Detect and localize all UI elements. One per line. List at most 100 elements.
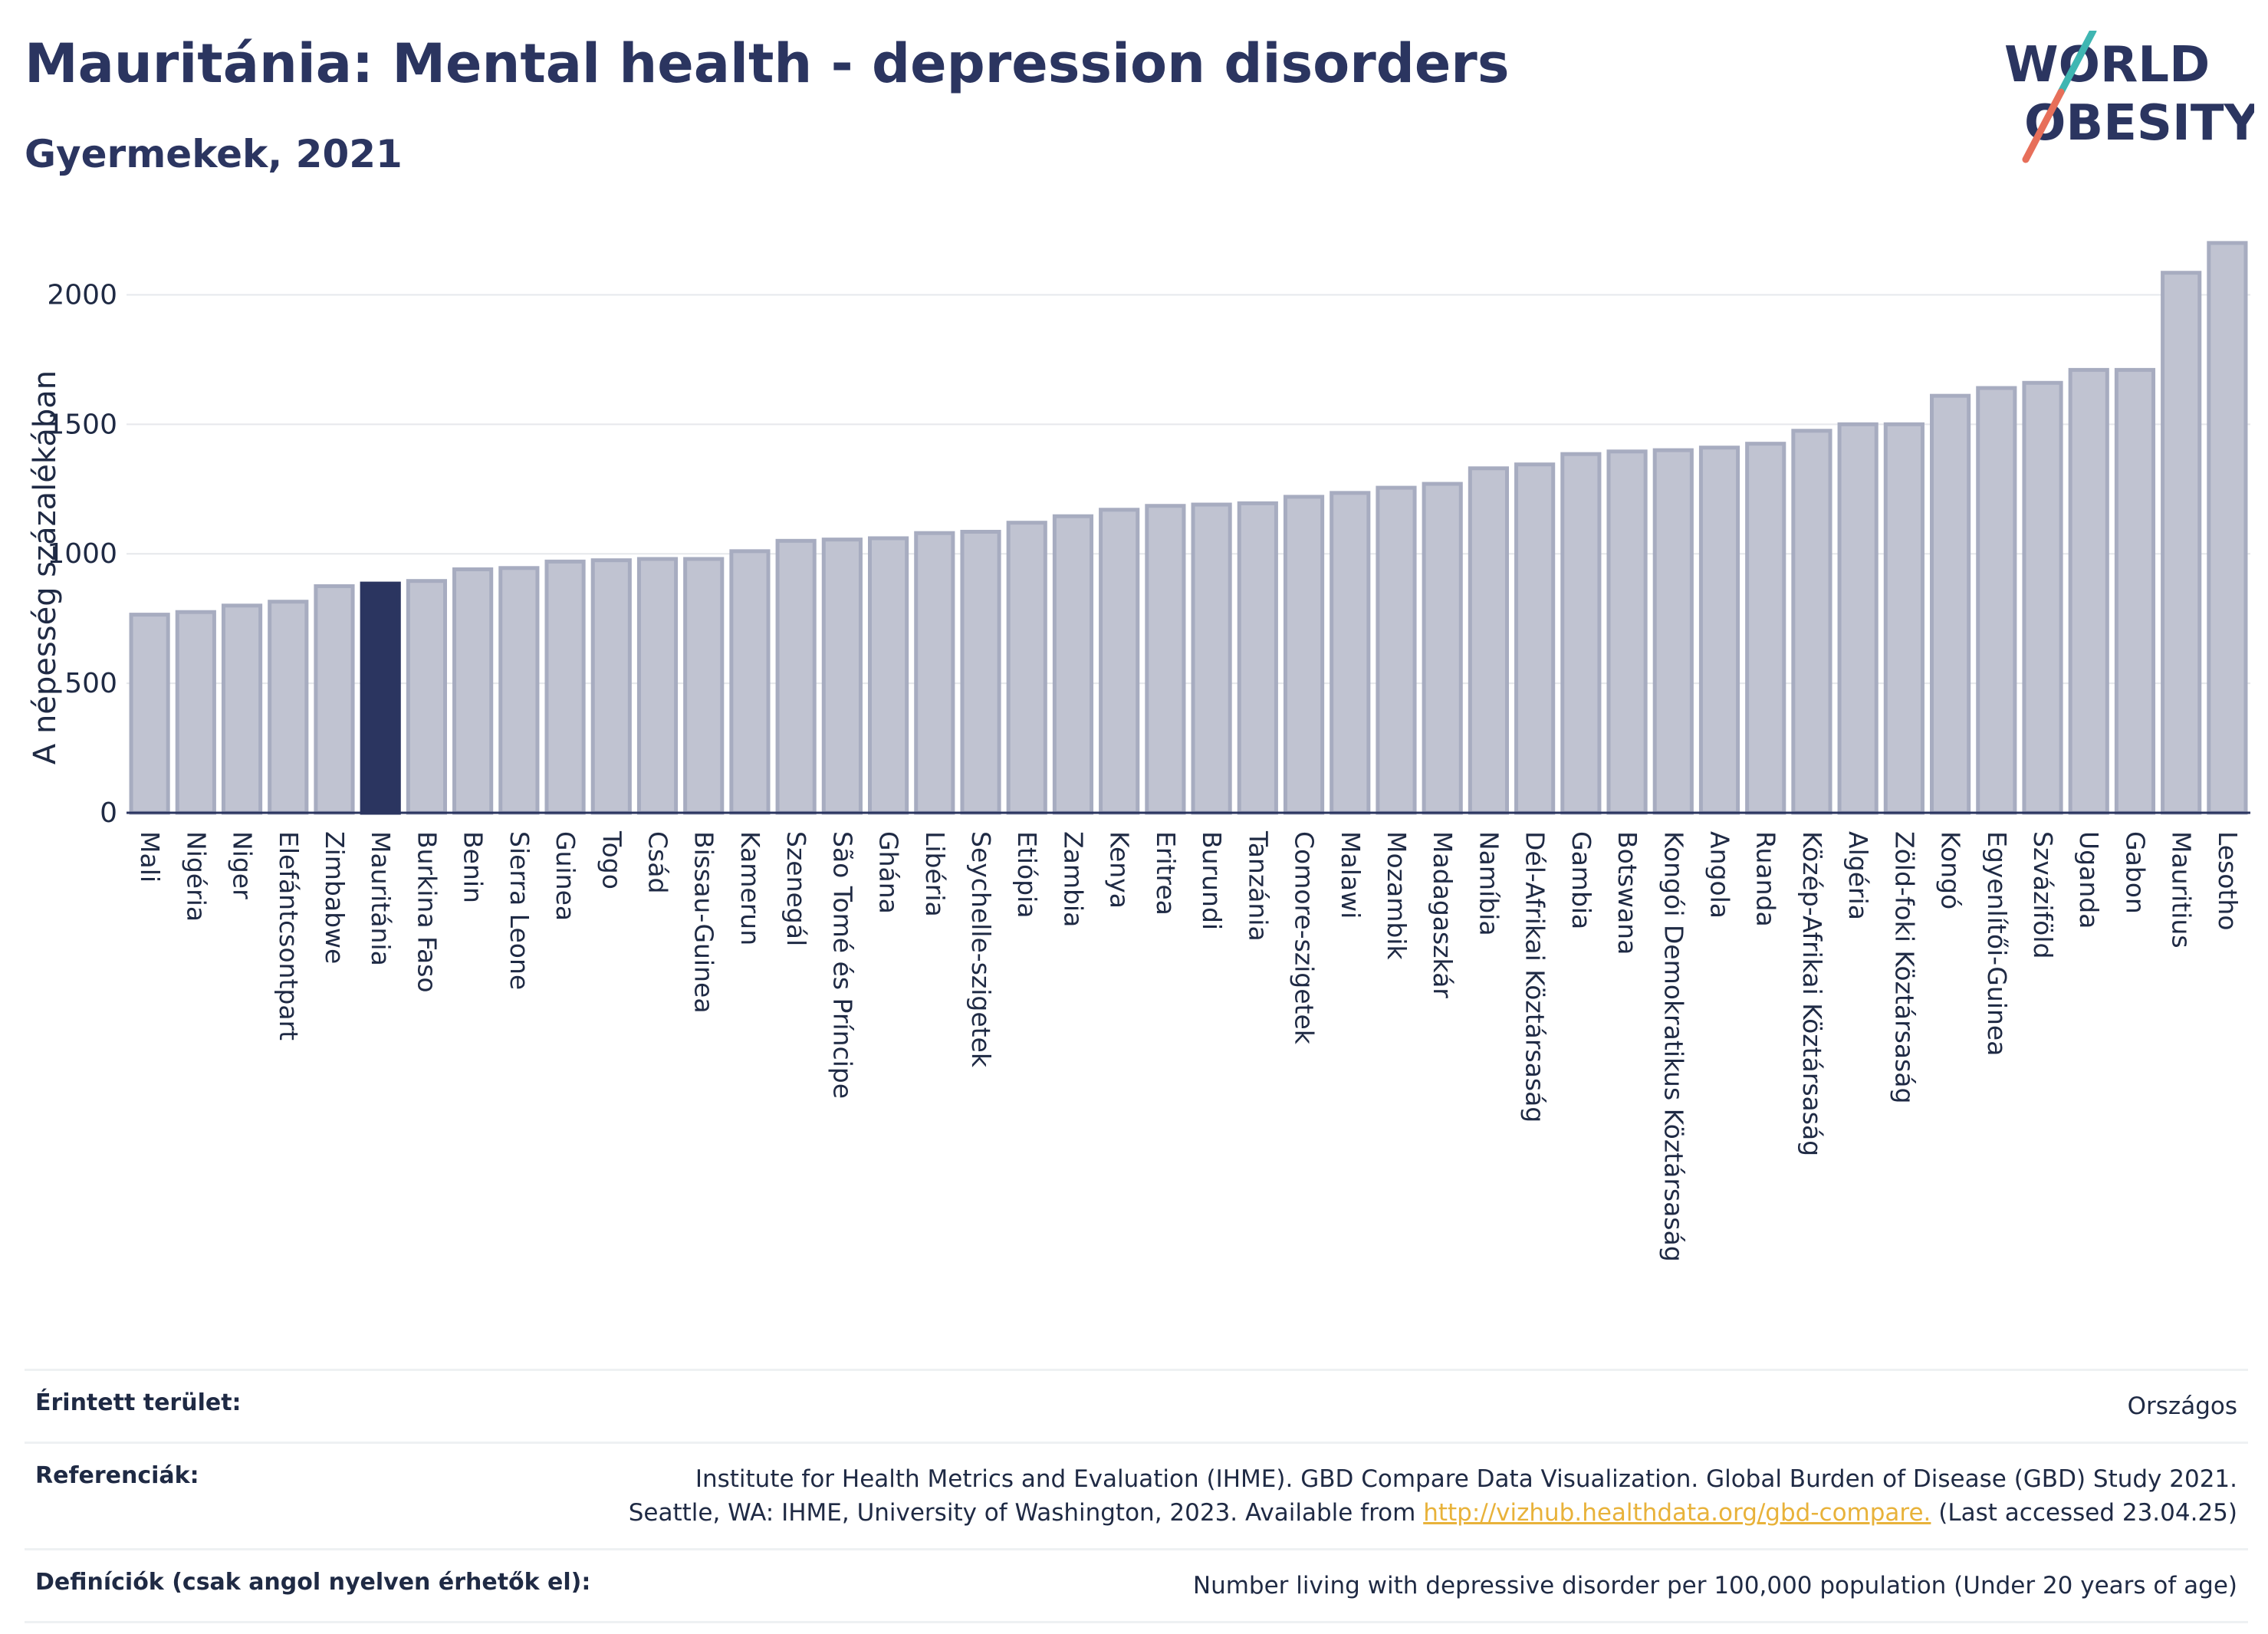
x-tick-label: Zöld-foki Köztársaság — [1889, 831, 1919, 1103]
area-label: Érintett terület: — [35, 1389, 242, 1416]
definitions-value: Number living with depressive disorder p… — [1192, 1572, 2237, 1599]
x-tick-label: Libéria — [920, 831, 950, 917]
y-tick-label: 1000 — [47, 538, 117, 570]
logo-line1: WORLD — [2004, 37, 2210, 94]
x-tick-label: Mauritánia — [366, 831, 396, 966]
world-obesity-logo: WORLD OBESITY — [2004, 31, 2254, 163]
bar — [1652, 448, 1694, 815]
bar — [960, 530, 1001, 815]
y-tick-label: 0 — [100, 797, 117, 829]
bar — [2114, 367, 2156, 815]
x-tick-label: Namíbia — [1474, 831, 1504, 936]
bar — [1976, 386, 2017, 815]
x-tick-label: São Tomé és Príncipe — [827, 831, 857, 1099]
bar — [452, 567, 494, 815]
x-tick-label: Madagaszkár — [1428, 831, 1458, 998]
y-tick-label: 2000 — [47, 279, 117, 311]
x-tick-label: Szenegál — [781, 831, 811, 946]
references-line1: Institute for Health Metrics and Evaluat… — [695, 1465, 2237, 1493]
references-line2-pre: Seattle, WA: IHME, University of Washing… — [628, 1499, 1424, 1527]
bar — [175, 610, 216, 815]
x-tick-label: Ghána — [874, 831, 904, 914]
references-value: Institute for Health Metrics and Evaluat… — [629, 1462, 2237, 1530]
bar — [314, 584, 355, 815]
x-tick-label: Mali — [135, 831, 165, 883]
page-title: Mauritánia: Mental health - depression d… — [25, 32, 1510, 95]
y-axis-label: A népesség százalékában — [28, 370, 63, 764]
bar — [268, 600, 309, 815]
x-tick-label: Tanzánia — [1243, 830, 1273, 942]
axes: 0 500 1000 1500 2000 Mali Nigéria Niger Elefántc… — [47, 279, 2250, 1262]
x-tick-label: Szváziföld — [2028, 831, 2058, 958]
x-tick-label: Gabon — [2120, 831, 2150, 914]
area-value: Országos — [2127, 1392, 2237, 1420]
bar — [1514, 462, 1556, 815]
x-tick-label: Zambia — [1058, 831, 1088, 927]
x-tick-label: Algéria — [1843, 831, 1873, 920]
x-tick-label: Angola — [1705, 831, 1735, 919]
bar — [1606, 449, 1648, 815]
x-tick-label: Gambia — [1566, 831, 1596, 929]
bar-highlighted — [360, 581, 401, 815]
bar — [1468, 466, 1509, 815]
bar — [544, 559, 586, 815]
bar — [868, 536, 909, 815]
bars — [129, 241, 2248, 815]
footer-area-row: Érintett terület: Országos — [25, 1369, 2248, 1442]
references-label: Referenciák: — [35, 1462, 199, 1489]
bar — [729, 549, 771, 815]
footer-definitions-row: Definíciók (csak angol nyelven érhetők e… — [25, 1548, 2248, 1623]
bar — [1883, 422, 1925, 815]
bar — [1698, 445, 1740, 815]
bar — [683, 557, 725, 815]
bar — [2068, 367, 2109, 815]
x-tick-label: Etiópia — [1012, 831, 1042, 919]
page-subtitle: Gyermekek, 2021 — [25, 132, 403, 176]
bar — [1283, 495, 1325, 815]
x-tick-label: Seychelle-szigetek — [966, 831, 996, 1068]
bar — [129, 613, 170, 815]
x-tick-label: Niger — [228, 831, 258, 899]
bar — [1791, 429, 1832, 815]
bar — [2161, 271, 2202, 815]
logo-line2: OBESITY — [2024, 95, 2254, 152]
x-tick-label: Egyenlítői-Guinea — [1982, 831, 2012, 1056]
bar — [1376, 485, 1417, 815]
x-tick-label: Bissau-Guinea — [689, 831, 719, 1014]
bar — [2022, 380, 2063, 815]
x-tick-label: Csád — [643, 831, 673, 893]
x-tick-label: Kamerun — [735, 831, 765, 945]
x-tick-label: Közép-Afrikai Köztársaság — [1797, 831, 1827, 1156]
footer-info: Érintett terület: Országos Referenciák: … — [25, 1369, 2248, 1623]
x-tick-label: Kongói Demokratikus Köztársaság — [1658, 831, 1688, 1262]
x-tick-label: Burkina Faso — [412, 831, 442, 993]
footer-references-row: Referenciák: Institute for Health Metric… — [25, 1442, 2248, 1548]
bar — [1560, 452, 1602, 815]
y-tick-label: 500 — [64, 668, 117, 699]
x-tick-label: Guinea — [551, 831, 580, 921]
bar — [1006, 521, 1047, 815]
bar — [636, 557, 679, 815]
x-tick-label: Comore-szigetek — [1290, 831, 1320, 1045]
references-link[interactable]: http://vizhub.healthdata.org/gbd-compare… — [1423, 1499, 1931, 1527]
x-tick-label: Sierra Leone — [505, 831, 534, 990]
bar-chart: 0 500 1000 1500 2000 Mali Nigéria Niger Elefántc… — [28, 241, 2250, 1262]
bar — [1191, 502, 1232, 815]
definitions-label: Definíciók (csak angol nyelven érhetők e… — [35, 1569, 591, 1596]
x-tick-label: Kongó — [1936, 831, 1966, 909]
references-line2-post: (Last accessed 23.04.25) — [1931, 1499, 2237, 1527]
bar — [1145, 504, 1186, 815]
x-tick-label: Benin — [459, 831, 488, 903]
x-tick-label: Togo — [597, 830, 626, 889]
x-tick-label: Botswana — [1612, 831, 1642, 955]
x-tick-label: Ruanda — [1751, 831, 1781, 927]
bar — [498, 566, 540, 815]
y-tick-label: 1500 — [47, 409, 117, 440]
x-tick-label: Kenya — [1105, 831, 1135, 909]
bar — [1837, 422, 1878, 815]
x-tick-label: Burundi — [1197, 831, 1227, 930]
bar — [590, 558, 632, 815]
x-tick-label: Mozambik — [1382, 831, 1412, 960]
x-tick-label: Nigéria — [181, 831, 211, 922]
bar — [2207, 241, 2248, 815]
